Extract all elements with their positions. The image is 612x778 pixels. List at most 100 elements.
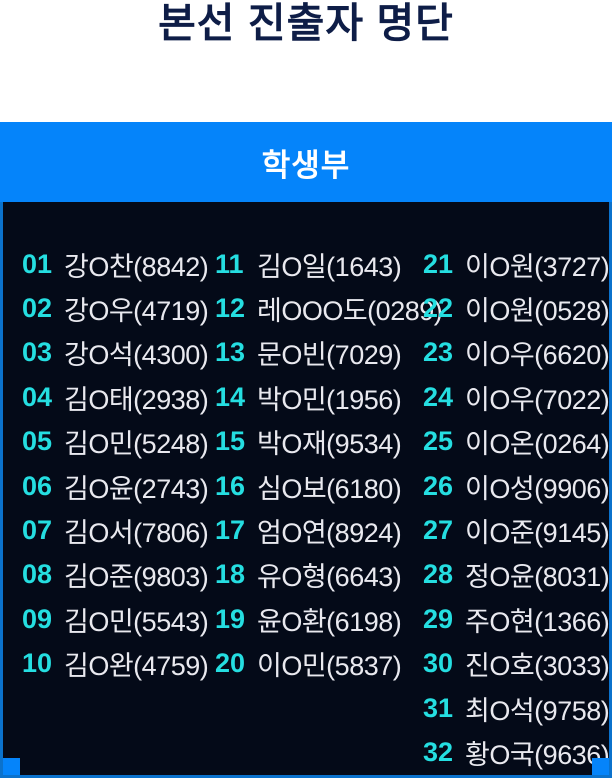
entry-number: 17 xyxy=(215,515,246,546)
entry-name: 김O윤(2743) xyxy=(64,473,209,504)
roster-entry: 27 이O준(9145) xyxy=(423,508,610,552)
roster-entry: 11 김O일(1643) xyxy=(215,242,423,286)
entry-number: 13 xyxy=(215,337,246,368)
roster-entry: 06 김O윤(2743) xyxy=(22,464,215,508)
roster-entry: 21 이O원(3727) xyxy=(423,242,610,286)
roster-column-2: 11 김O일(1643) 12 레OOO도(0289) 13 문O빈(7029) 14 박O민… xyxy=(215,242,443,775)
entry-number: 09 xyxy=(22,603,53,634)
entry-name: 이O원(0528) xyxy=(465,296,610,327)
roster-entry: 10 김O완(4759) xyxy=(22,642,215,686)
entry-name: 황O국(9636) xyxy=(465,739,610,770)
entry-number: 31 xyxy=(423,692,454,723)
entry-name: 박O민(1956) xyxy=(257,384,402,415)
roster-entry: 09 김O민(5543) xyxy=(22,597,215,641)
entry-name: 이O성(9906) xyxy=(465,473,610,504)
entry-number: 15 xyxy=(215,426,246,457)
roster-entry: 26 이O성(9906) xyxy=(423,464,610,508)
entry-number: 23 xyxy=(423,337,454,368)
entry-number: 05 xyxy=(22,426,53,457)
entry-name: 유O형(6643) xyxy=(257,562,402,593)
roster-entry: 08 김O준(9803) xyxy=(22,553,215,597)
page-title: 본선 진출자 명단 xyxy=(158,0,454,46)
entry-number: 18 xyxy=(215,559,246,590)
roster-entry: 24 이O우(7022) xyxy=(423,375,610,419)
entry-number: 04 xyxy=(22,381,53,412)
entry-name: 주O현(1366) xyxy=(465,606,610,637)
roster-entry: 29 주O현(1366) xyxy=(423,597,610,641)
entry-name: 김O민(5543) xyxy=(64,606,209,637)
entry-number: 30 xyxy=(423,648,454,679)
roster-entry: 32 황O국(9636) xyxy=(423,730,610,774)
roster-entry: 23 이O우(6620) xyxy=(423,331,610,375)
entry-number: 19 xyxy=(215,603,246,634)
entry-name: 이O우(7022) xyxy=(465,384,610,415)
entry-number: 08 xyxy=(22,559,53,590)
entry-name: 김O일(1643) xyxy=(257,251,402,282)
entry-number: 26 xyxy=(423,470,454,501)
roster-entry: 03 강O석(4300) xyxy=(22,331,215,375)
entry-name: 김O준(9803) xyxy=(64,562,209,593)
roster-entry: 13 문O빈(7029) xyxy=(215,331,423,375)
entry-number: 11 xyxy=(215,248,244,279)
roster-entry: 17 엄O연(8924) xyxy=(215,508,423,552)
roster-entry: 25 이O온(0264) xyxy=(423,420,610,464)
entry-number: 07 xyxy=(22,515,53,546)
panel-corner-bottom-left xyxy=(3,758,20,775)
roster-column-1: 01 강O찬(8842) 02 강O우(4719) 03 강O석(4300) 04 김O태(2… xyxy=(22,242,215,775)
entry-name: 심O보(6180) xyxy=(257,473,402,504)
roster-entry: 14 박O민(1956) xyxy=(215,375,423,419)
roster-entry: 01 강O찬(8842) xyxy=(22,242,215,286)
entry-number: 32 xyxy=(423,736,454,767)
entry-number: 25 xyxy=(423,426,454,457)
entry-number: 28 xyxy=(423,559,454,590)
entry-number: 21 xyxy=(423,248,454,279)
roster-grid: 01 강O찬(8842) 02 강O우(4719) 03 강O석(4300) 04 김O태(2… xyxy=(22,242,610,775)
roster-entry: 19 윤O환(6198) xyxy=(215,597,423,641)
entry-number: 27 xyxy=(423,515,454,546)
entry-name: 문O빈(7029) xyxy=(257,340,402,371)
roster-entry: 04 김O태(2938) xyxy=(22,375,215,419)
entry-number: 06 xyxy=(22,470,53,501)
roster-entry: 18 유O형(6643) xyxy=(215,553,423,597)
entry-name: 이O준(9145) xyxy=(465,518,610,549)
entry-number: 01 xyxy=(22,248,53,279)
entry-number: 12 xyxy=(215,293,246,324)
entry-name: 김O태(2938) xyxy=(64,384,209,415)
entry-name: 강O석(4300) xyxy=(64,340,209,371)
roster-entry: 20 이O민(5837) xyxy=(215,642,423,686)
roster-entry: 28 정O윤(8031) xyxy=(423,553,610,597)
entry-name: 정O윤(8031) xyxy=(465,562,610,593)
entry-name: 최O석(9758) xyxy=(465,695,610,726)
entry-name: 이O우(6620) xyxy=(465,340,610,371)
entry-name: 윤O환(6198) xyxy=(257,606,402,637)
entry-number: 02 xyxy=(22,293,53,324)
panel-corner-bottom-right xyxy=(592,758,609,775)
roster-entry: 12 레OOO도(0289) xyxy=(215,286,443,330)
roster-column-3: 21 이O원(3727) 22 이O원(0528) 23 이O우(6620) 24 이O우(7… xyxy=(423,242,610,775)
roster-entry: 07 김O서(7806) xyxy=(22,508,215,552)
entry-number: 22 xyxy=(423,293,454,324)
entry-name: 이O원(3727) xyxy=(465,251,610,282)
roster-entry: 31 최O석(9758) xyxy=(423,686,610,730)
entry-name: 김O서(7806) xyxy=(64,518,209,549)
roster-panel: 01 강O찬(8842) 02 강O우(4719) 03 강O석(4300) 04 김O태(2… xyxy=(0,202,612,778)
entry-name: 진O호(3033) xyxy=(465,651,610,682)
roster-entry: 02 강O우(4719) xyxy=(22,286,215,330)
roster-entry: 15 박O재(9534) xyxy=(215,420,423,464)
entry-name: 이O온(0264) xyxy=(465,429,610,460)
division-header-label: 학생부 xyxy=(261,147,351,183)
entry-name: 레OOO도(0289) xyxy=(257,296,443,327)
entry-number: 24 xyxy=(423,381,454,412)
entry-name: 엄O연(8924) xyxy=(257,518,402,549)
entry-number: 10 xyxy=(22,648,53,679)
roster-entry: 05 김O민(5248) xyxy=(22,420,215,464)
entry-number: 16 xyxy=(215,470,246,501)
entry-name: 이O민(5837) xyxy=(257,651,402,682)
entry-number: 29 xyxy=(423,603,454,634)
division-header-bar: 학생부 xyxy=(0,122,612,202)
entry-name: 김O완(4759) xyxy=(64,651,209,682)
entry-name: 강O우(4719) xyxy=(64,296,209,327)
entry-number: 14 xyxy=(215,381,246,412)
entry-number: 20 xyxy=(215,648,246,679)
entry-name: 김O민(5248) xyxy=(64,429,209,460)
